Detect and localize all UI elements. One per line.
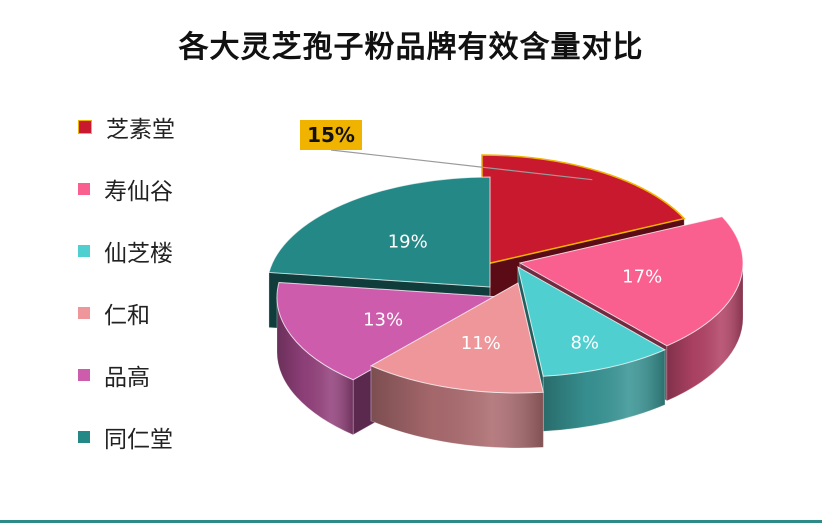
slice-4-outer-wall-shade-0 <box>277 297 354 435</box>
legend-swatch-shouxiangu <box>78 183 90 195</box>
legend-label-zhisutang: 芝素堂 <box>106 117 175 143</box>
slice-2-value-label: 8% <box>570 332 599 353</box>
bottom-divider <box>0 520 822 523</box>
slice-3-value-label: 11% <box>461 333 501 354</box>
slice-4-top <box>276 281 502 381</box>
legend-label-shouxiangu: 寿仙谷 <box>104 179 173 205</box>
legend-item-zhisutang: 芝素堂 <box>78 112 175 143</box>
slice-5-top <box>268 176 491 288</box>
legend-item-xianzhilou: 仙芝楼 <box>78 236 173 267</box>
legend-item-renhe: 仁和 <box>78 298 150 329</box>
slice-2-outer-wall-shade-0 <box>543 349 665 432</box>
legend-label-tongrentang: 同仁堂 <box>104 427 173 453</box>
legend-label-xianzhilou: 仙芝楼 <box>104 241 173 267</box>
slice-5-value-label: 19% <box>388 232 428 253</box>
legend-label-pingao: 品高 <box>104 365 150 391</box>
slice-1-top <box>518 216 744 347</box>
slice-0-value-label: 15% <box>307 123 355 147</box>
slice-1-outer-wall-shade-0 <box>666 263 743 401</box>
slice-4-value-label: 13% <box>363 310 403 331</box>
slice-1-value-label: 17% <box>622 267 662 288</box>
slice-0-top <box>481 154 686 266</box>
legend-item-tongrentang: 同仁堂 <box>78 422 173 453</box>
slice-3-top <box>369 282 544 394</box>
legend-item-pingao: 品高 <box>78 360 150 391</box>
slice-2-top <box>517 266 667 377</box>
legend-swatch-tongrentang <box>78 431 90 443</box>
slice-3-outer-wall-shade-0 <box>371 365 544 448</box>
legend-swatch-pingao <box>78 369 90 381</box>
legend-swatch-xianzhilou <box>78 245 90 257</box>
chart-title: 各大灵芝孢子粉品牌有效含量对比 <box>178 30 644 65</box>
legend-swatch-renhe <box>78 307 90 319</box>
legend-swatch-zhisutang <box>78 120 92 134</box>
legend-label-renhe: 仁和 <box>104 303 150 329</box>
legend-item-shouxiangu: 寿仙谷 <box>78 174 173 205</box>
slice-0-label-box <box>300 120 362 150</box>
slice-0-leader-line <box>330 149 593 181</box>
